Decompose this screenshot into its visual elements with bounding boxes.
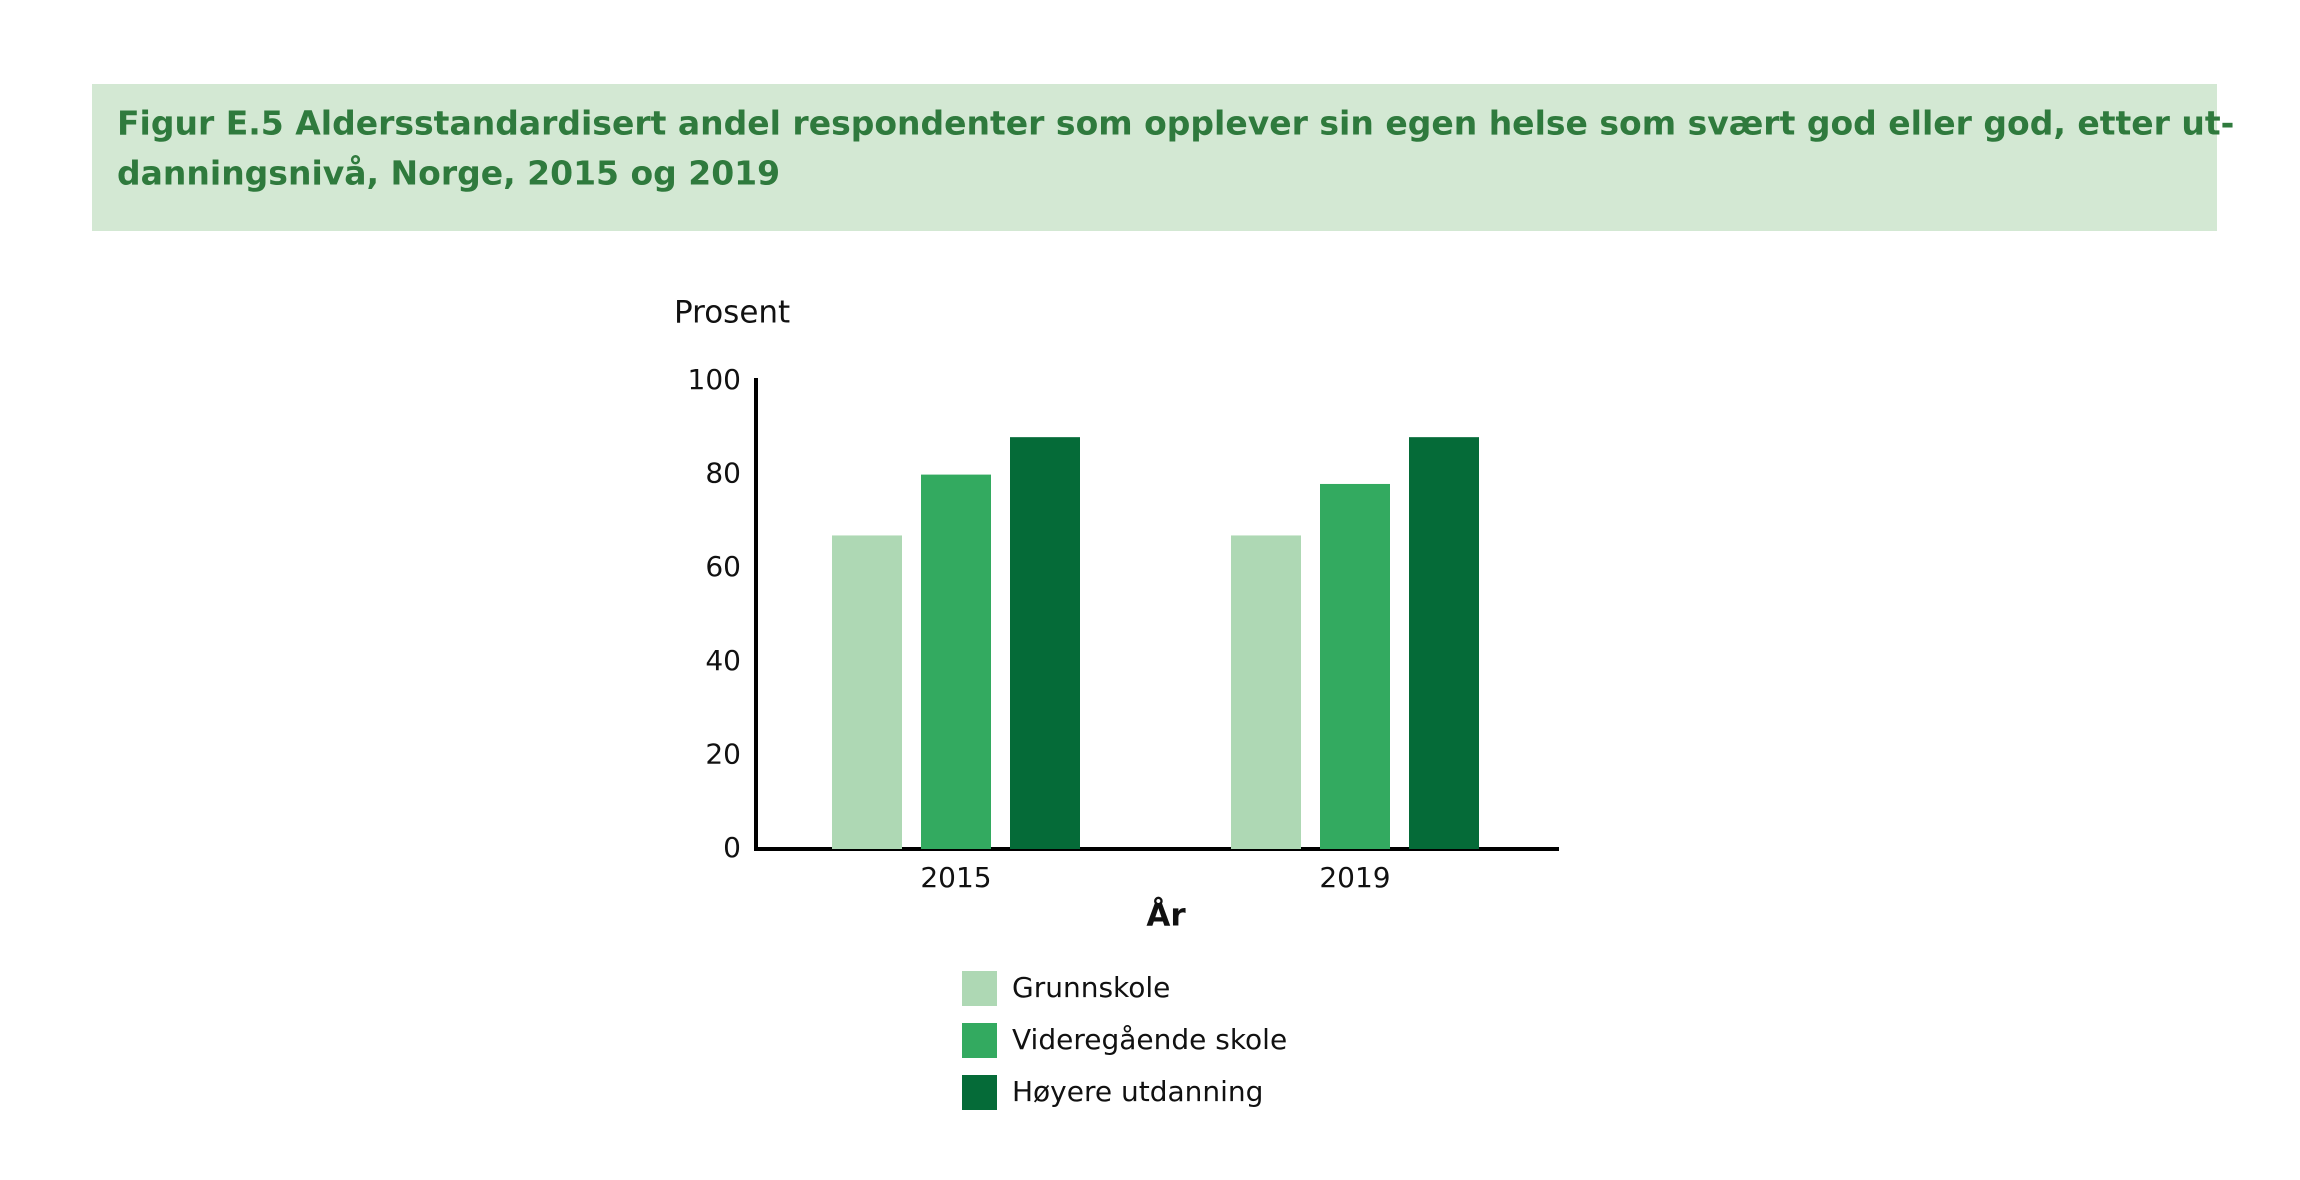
legend-swatch: [962, 1023, 997, 1058]
chart-title: Figur E.5 Aldersstandardisert andel resp…: [117, 104, 2234, 143]
y-tick-label: 60: [705, 550, 741, 583]
y-axis-label: Prosent: [674, 295, 790, 331]
bar: [1320, 483, 1390, 849]
bar: [1231, 535, 1301, 849]
bar: [832, 535, 902, 849]
legend-swatch: [962, 1075, 997, 1110]
title-box: [92, 84, 2217, 231]
legend-swatch: [962, 971, 997, 1006]
chart-title: danningsnivå, Norge, 2015 og 2019: [117, 154, 780, 193]
bar: [1409, 437, 1479, 849]
x-axis-label: År: [1146, 897, 1186, 934]
y-tick-label: 80: [705, 457, 741, 490]
legend-label: Grunnskole: [1012, 971, 1170, 1004]
y-tick-label: 40: [705, 644, 741, 677]
legend-label: Videregående skole: [1012, 1023, 1287, 1056]
x-tick-label: 2019: [1319, 861, 1390, 894]
legend-label: Høyere utdanning: [1012, 1075, 1263, 1108]
bar: [1010, 437, 1080, 849]
bar: [921, 474, 991, 849]
y-tick-label: 20: [705, 737, 741, 770]
y-tick-label: 0: [723, 831, 741, 864]
x-tick-label: 2015: [920, 861, 991, 894]
y-tick-label: 100: [688, 363, 741, 396]
